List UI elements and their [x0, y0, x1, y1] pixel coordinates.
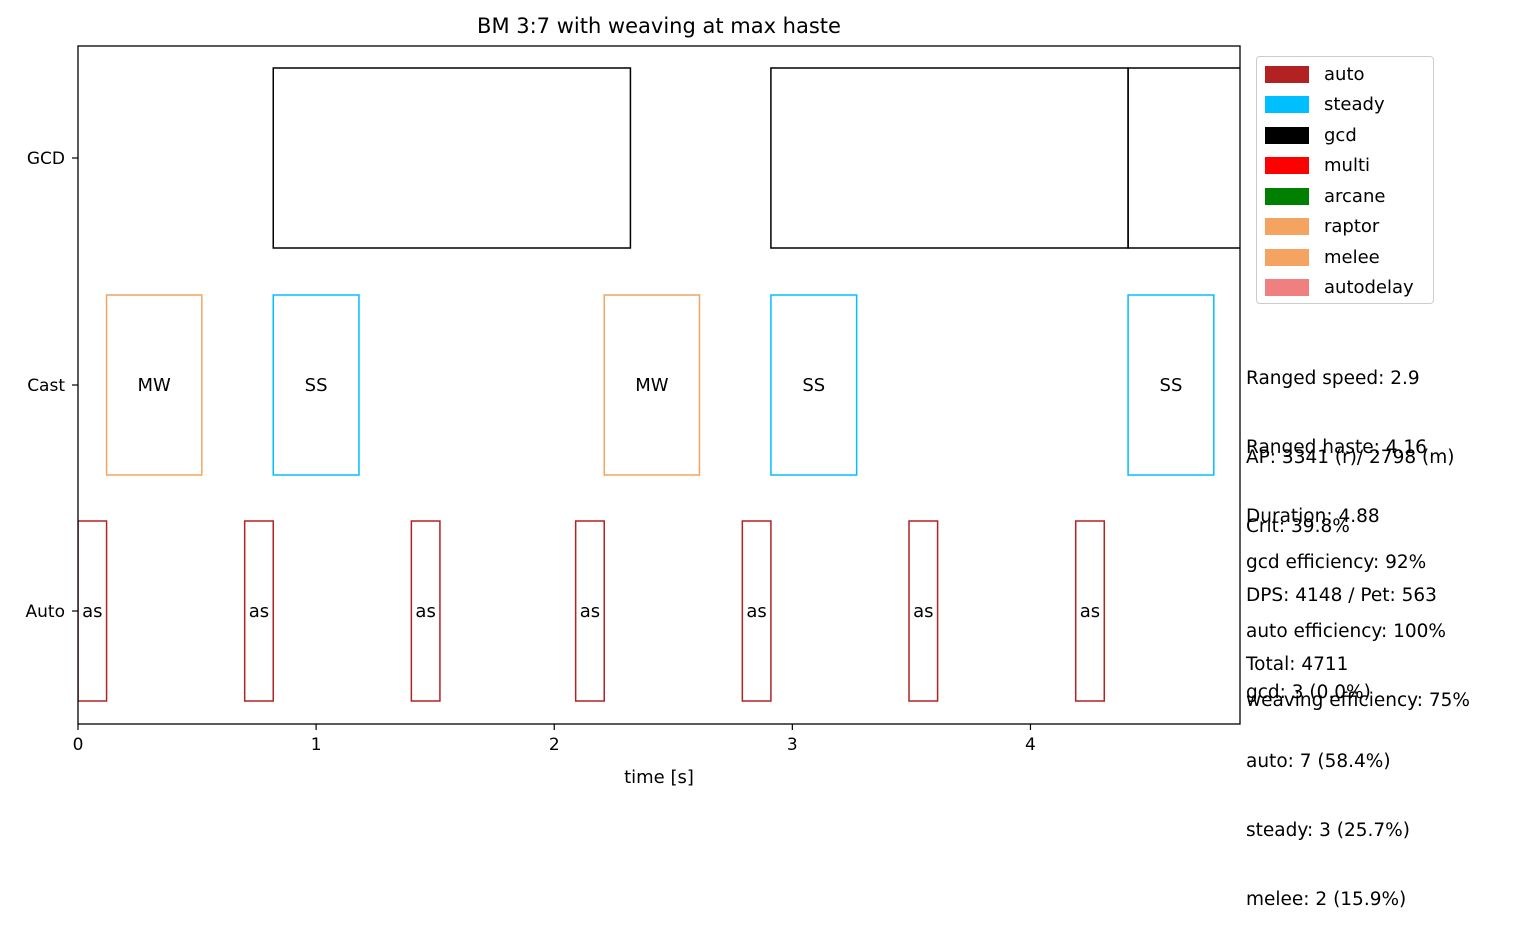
legend-swatch — [1265, 279, 1309, 296]
cast-bar-steady — [272, 294, 360, 476]
x-tick-label: 3 — [787, 735, 798, 755]
cast-bar-steady — [770, 294, 858, 476]
auto-efficiency-text: auto efficiency: 100% — [1246, 621, 1446, 642]
legend-label: auto — [1324, 63, 1365, 85]
bar-label-as: as — [1080, 601, 1100, 622]
legend-label: gcd — [1324, 124, 1357, 146]
melee-count-text: melee: 2 (15.9%) — [1246, 889, 1407, 910]
cast-bar-melee — [603, 294, 701, 476]
auto-bar-auto — [574, 520, 605, 702]
legend-swatch — [1265, 248, 1309, 266]
y-tick-label: GCD — [27, 149, 65, 169]
bar-label-as: as — [746, 601, 766, 622]
legend-entry: auto — [1265, 63, 1365, 85]
legend-swatch — [1265, 96, 1309, 113]
bar-label-mw: MW — [138, 375, 172, 396]
auto-bar-auto — [1074, 520, 1106, 702]
legend-swatch — [1265, 65, 1309, 83]
timeline-chart: BM 3:7 with weaving at max haste MW SS MW S… — [26, 14, 1241, 788]
gcd-bar-gcd — [1127, 67, 1240, 249]
bar-label-ss: SS — [305, 375, 328, 396]
counts-info: gcd: 3 (0.0%) auto: 7 (58.4%) steady: 3 … — [1246, 635, 1410, 934]
legend-swatch — [1265, 218, 1309, 235]
legend-entry: autodelay — [1265, 277, 1414, 298]
cast-bar-steady — [1127, 294, 1215, 476]
legend-entry: raptor — [1265, 216, 1380, 237]
y-tick-label: Cast — [27, 376, 65, 396]
auto-bar-auto — [908, 520, 939, 702]
total-text: Total: 4711 — [1246, 654, 1349, 675]
x-tick-label: 0 — [73, 735, 84, 755]
legend-entry: steady — [1265, 94, 1385, 115]
auto-bar-auto — [410, 520, 441, 702]
legend-entry: multi — [1265, 155, 1371, 176]
gcd-efficiency-text: gcd efficiency: 92% — [1246, 552, 1427, 573]
legend-label: autodelay — [1324, 277, 1414, 298]
ranged-haste-text: Ranged haste: 4.16 — [1246, 437, 1427, 458]
bar-label-as: as — [415, 601, 435, 622]
gcd-count-text: gcd: 3 (0.0%) — [1246, 682, 1371, 703]
legend-entry: gcd — [1265, 124, 1357, 146]
bar-label-ss: SS — [1160, 375, 1183, 396]
bar-label-as: as — [580, 601, 600, 622]
bar-label-as: as — [82, 601, 102, 622]
crit-text: Crit: 39.8% — [1246, 516, 1350, 537]
x-axis-label: time [s] — [624, 767, 694, 788]
auto-bar-auto — [243, 520, 275, 702]
x-tick-label: 2 — [549, 735, 560, 755]
efficiency-info: gcd efficiency: 92% auto efficiency: 100… — [1246, 505, 1470, 735]
chart-title: BM 3:7 with weaving at max haste — [477, 14, 841, 38]
legend-label: melee — [1324, 246, 1380, 268]
bar-label-as: as — [249, 601, 269, 622]
legend: auto steady gcd multi arcane raptor melee autod… — [1256, 56, 1434, 304]
legend-entry: melee — [1265, 246, 1380, 268]
stats-info: AP: 3341 (r)/ 2798 (m) Crit: 39.8% DPS: … — [1246, 400, 1454, 699]
speed-info: Ranged speed: 2.9 Ranged haste: 4.16 Dur… — [1246, 321, 1427, 551]
duration-text: Duration: 4.88 — [1246, 506, 1380, 527]
dps-text: DPS: 4148 / Pet: 563 — [1246, 585, 1437, 606]
legend-label: raptor — [1324, 216, 1380, 237]
ap-text: AP: 3341 (r)/ 2798 (m) — [1246, 447, 1455, 468]
bar-label-mw: MW — [635, 375, 669, 396]
x-tick-label: 4 — [1025, 735, 1036, 755]
gcd-bar-gcd — [272, 67, 632, 249]
x-tick-label: 1 — [311, 735, 322, 755]
ranged-speed-text: Ranged speed: 2.9 — [1246, 368, 1420, 389]
legend-swatch — [1265, 126, 1309, 144]
y-tick-label: Auto — [26, 602, 65, 622]
legend-label: arcane — [1324, 185, 1386, 207]
bar-label-as: as — [913, 601, 933, 622]
cast-bar-melee — [105, 294, 203, 476]
legend-swatch — [1265, 157, 1309, 174]
auto-bar-auto — [78, 520, 108, 702]
bar-label-ss: SS — [802, 375, 825, 396]
legend-swatch — [1265, 187, 1309, 205]
legend-label: steady — [1324, 94, 1385, 115]
steady-count-text: steady: 3 (25.7%) — [1246, 820, 1410, 841]
weaving-efficiency-text: weaving efficiency: 75% — [1246, 690, 1470, 711]
legend-label: multi — [1324, 155, 1371, 176]
gcd-bar-gcd — [770, 67, 1129, 249]
auto-bar-auto — [741, 520, 772, 702]
legend-entry: arcane — [1265, 185, 1386, 207]
auto-count-text: auto: 7 (58.4%) — [1246, 751, 1391, 772]
